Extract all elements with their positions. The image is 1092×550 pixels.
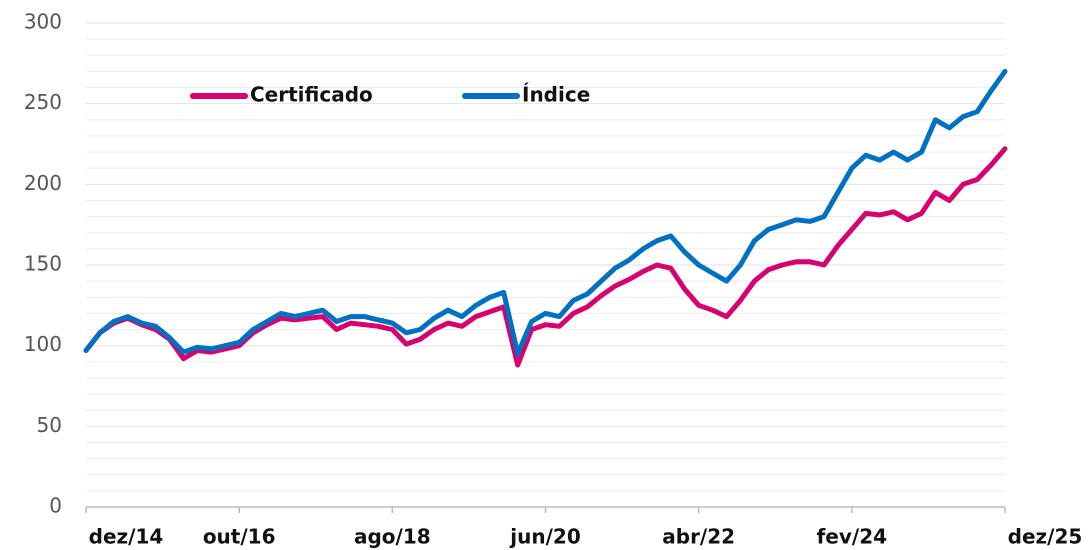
y-tick-label: 200 xyxy=(24,171,62,195)
y-tick-label: 300 xyxy=(24,10,62,34)
y-tick-label: 250 xyxy=(24,90,62,114)
legend-label: Certificado xyxy=(250,83,373,107)
series-line xyxy=(83,68,1008,357)
x-tick-label: dez/25 xyxy=(1008,525,1083,549)
x-tick-label: out/16 xyxy=(203,525,276,549)
x-tick-label: fev/24 xyxy=(817,525,887,549)
y-tick-label: 0 xyxy=(49,494,62,518)
y-tick-label: 100 xyxy=(24,332,62,356)
x-tick-label: jun/20 xyxy=(509,525,580,549)
legend-label: Índice xyxy=(522,83,590,107)
y-tick-label: 50 xyxy=(37,413,62,437)
x-tick-label: dez/14 xyxy=(89,525,164,549)
series-line xyxy=(83,146,1008,368)
x-tick-label: ago/18 xyxy=(354,525,431,549)
y-tick-label: 150 xyxy=(24,252,62,276)
x-tick-label: abr/22 xyxy=(662,525,735,549)
